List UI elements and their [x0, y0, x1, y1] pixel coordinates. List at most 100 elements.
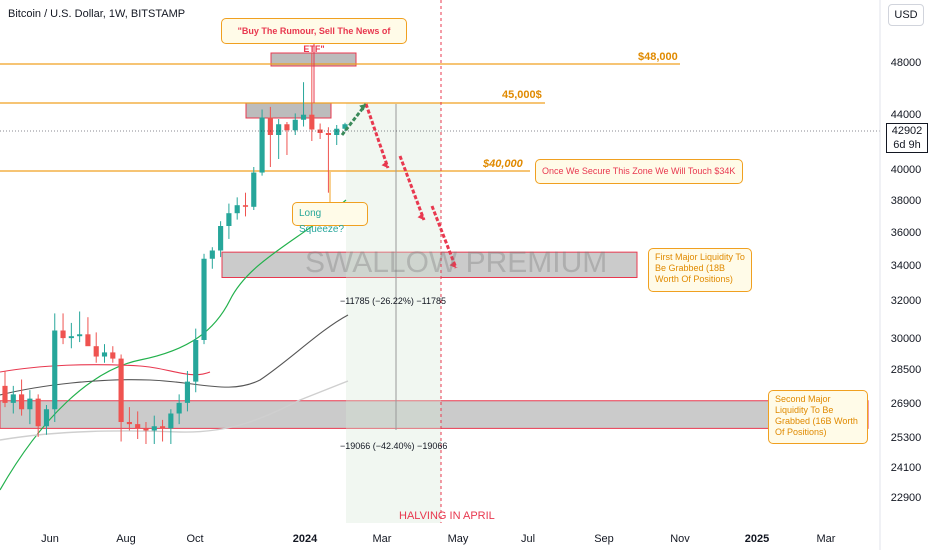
candle — [218, 221, 224, 258]
candle-body — [93, 346, 99, 357]
candle-body — [143, 428, 149, 431]
candle — [334, 125, 340, 145]
candle — [118, 354, 124, 442]
candle — [10, 385, 16, 414]
candle — [193, 328, 199, 393]
y-tick-label: 30000 — [890, 333, 922, 345]
candle-body — [309, 114, 315, 130]
currency-button[interactable]: USD — [888, 4, 924, 26]
forecast-arrow — [340, 103, 368, 136]
candle — [85, 317, 91, 347]
candle — [43, 405, 50, 435]
y-tick-label: 28500 — [890, 364, 922, 376]
candle-body — [85, 334, 91, 347]
candle — [226, 203, 232, 239]
arrow-head — [449, 261, 456, 268]
y-tick-label: 26900 — [890, 398, 922, 410]
candle — [68, 322, 74, 349]
candle — [317, 123, 323, 139]
candle-body — [276, 124, 282, 135]
candle — [251, 167, 257, 210]
candle — [35, 394, 41, 437]
candle-body — [101, 352, 108, 357]
zones-layer — [0, 52, 869, 523]
arrow-head — [359, 104, 366, 111]
candle — [176, 394, 182, 425]
candle — [234, 197, 240, 220]
candle — [27, 390, 33, 425]
candle-body — [135, 424, 141, 429]
first-liquidity-callout: First Major Liquidity To Be Grabbed (18B… — [648, 248, 752, 292]
candle — [159, 419, 166, 442]
level-45k-label: 45,000$ — [502, 89, 542, 101]
candle-body — [242, 205, 249, 207]
x-tick-label: 2025 — [744, 533, 770, 545]
level-48k-label: $48,000 — [638, 51, 678, 63]
candle — [184, 371, 191, 412]
candle-body — [151, 426, 157, 431]
candle — [151, 415, 157, 444]
second-liquidity-callout: Second Major Liquidity To Be Grabbed (16… — [768, 390, 868, 444]
candle — [77, 311, 83, 343]
candle — [168, 409, 174, 444]
candle — [101, 344, 108, 363]
candle-body — [110, 352, 116, 359]
candle — [300, 82, 307, 127]
candle — [201, 253, 207, 345]
ma-green — [0, 199, 347, 491]
candle — [284, 122, 290, 155]
candle-body — [218, 226, 224, 251]
top-box — [245, 102, 332, 119]
candle-body — [168, 413, 174, 429]
candle-body — [68, 336, 74, 339]
y-tick-label: 24100 — [890, 462, 922, 474]
x-tick-label: Nov — [670, 533, 690, 545]
candle-body — [267, 117, 273, 135]
candle-body — [342, 124, 348, 129]
ma-dark — [0, 314, 349, 396]
level-40k-label: $40,000 — [483, 158, 523, 170]
x-tick-label: Mar — [816, 533, 836, 545]
measure-label-2: −19066 (−42.40%) −19066 — [340, 441, 448, 451]
candle-body — [35, 398, 41, 427]
forecast-arrow — [398, 155, 426, 221]
x-tick-label: Oct — [186, 533, 204, 545]
candle — [267, 106, 273, 167]
candle — [292, 113, 298, 135]
x-tick-label: Aug — [116, 533, 136, 545]
ma-red — [0, 364, 211, 376]
moving-averages — [0, 199, 349, 491]
candle — [325, 127, 331, 193]
candle-body — [193, 340, 199, 382]
candle — [126, 407, 132, 431]
liquidity-zone — [0, 400, 869, 429]
candle-body — [126, 422, 132, 425]
candle — [309, 52, 315, 141]
forecast-arrow — [430, 205, 458, 269]
candle — [276, 119, 282, 159]
candle-body — [184, 381, 191, 403]
x-tick-label: May — [447, 533, 469, 545]
candle — [2, 371, 8, 408]
candle — [143, 422, 149, 444]
y-tick-label: 25300 — [890, 432, 922, 444]
candle-body — [60, 330, 66, 339]
y-tick-label: 34000 — [890, 260, 922, 272]
y-tick-label: 38000 — [890, 195, 922, 207]
candle — [135, 411, 141, 439]
etf-callout: "Buy The Rumour, Sell The News of ETF" — [221, 18, 407, 54]
y-tick-label: 36000 — [890, 227, 922, 239]
candle — [209, 247, 215, 269]
arrow-head — [417, 213, 424, 220]
candle — [93, 332, 99, 363]
projection-area — [346, 103, 441, 523]
current-price-value: 42902 — [891, 125, 923, 137]
candle-body — [2, 385, 8, 403]
candle — [242, 192, 249, 217]
candle-body — [43, 409, 50, 427]
x-tick-label: 2024 — [292, 533, 318, 545]
candle-body — [325, 133, 331, 135]
candle-body — [300, 114, 307, 120]
y-tick-label: 22900 — [890, 492, 922, 504]
